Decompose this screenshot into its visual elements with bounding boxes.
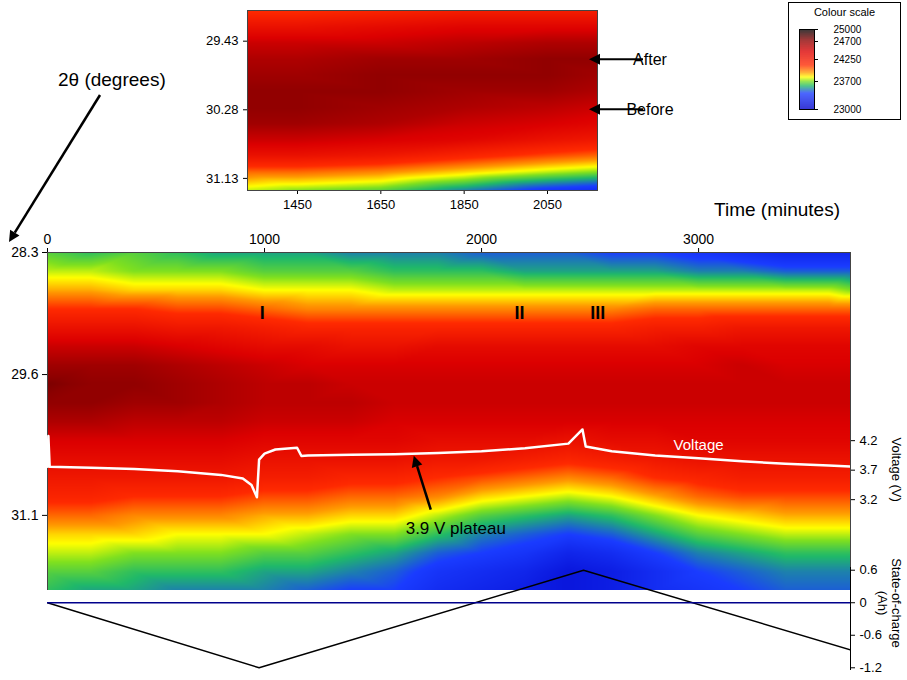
- svg-text:-1.2: -1.2: [860, 660, 882, 675]
- svg-text:2000: 2000: [466, 231, 497, 247]
- svg-text:29.6: 29.6: [11, 366, 38, 382]
- svg-text:0: 0: [860, 595, 867, 610]
- svg-text:24250: 24250: [834, 54, 862, 65]
- svg-text:After: After: [633, 51, 667, 68]
- svg-text:Voltage (V): Voltage (V): [889, 438, 904, 502]
- svg-text:31.13: 31.13: [206, 171, 239, 186]
- svg-text:23700: 23700: [834, 76, 862, 87]
- svg-text:0.6: 0.6: [860, 563, 878, 577]
- svg-text:2050: 2050: [533, 197, 562, 212]
- svg-text:3.9 V plateau: 3.9 V plateau: [406, 519, 506, 538]
- svg-text:0: 0: [44, 231, 52, 247]
- svg-text:29.43: 29.43: [206, 33, 239, 48]
- svg-text:3000: 3000: [683, 231, 714, 247]
- svg-text:3.7: 3.7: [860, 462, 878, 477]
- svg-text:23000: 23000: [834, 104, 862, 115]
- svg-text:1000: 1000: [249, 231, 280, 247]
- svg-text:1850: 1850: [450, 197, 479, 212]
- svg-text:Voltage: Voltage: [674, 436, 724, 453]
- svg-text:II: II: [515, 303, 525, 323]
- svg-text:24700: 24700: [834, 36, 862, 47]
- svg-text:III: III: [590, 303, 605, 323]
- svg-text:Before: Before: [626, 101, 673, 118]
- svg-text:25000: 25000: [834, 24, 862, 35]
- svg-text:4.2: 4.2: [860, 433, 878, 448]
- svg-text:Time (minutes): Time (minutes): [714, 199, 840, 220]
- svg-text:1450: 1450: [283, 197, 312, 212]
- svg-text:I: I: [260, 303, 265, 323]
- svg-text:2θ (degrees): 2θ (degrees): [58, 69, 166, 90]
- svg-text:30.28: 30.28: [206, 102, 239, 117]
- html-text:Colour scale: Colour scale: [813, 6, 876, 18]
- svg-text:28.3: 28.3: [11, 244, 38, 260]
- svg-text:-0.6: -0.6: [860, 627, 882, 642]
- svg-text:31.1: 31.1: [11, 507, 38, 523]
- svg-text:3.2: 3.2: [860, 492, 878, 507]
- svg-text:State-of-charge(Ah): State-of-charge(Ah): [875, 558, 904, 648]
- svg-text:1650: 1650: [366, 197, 395, 212]
